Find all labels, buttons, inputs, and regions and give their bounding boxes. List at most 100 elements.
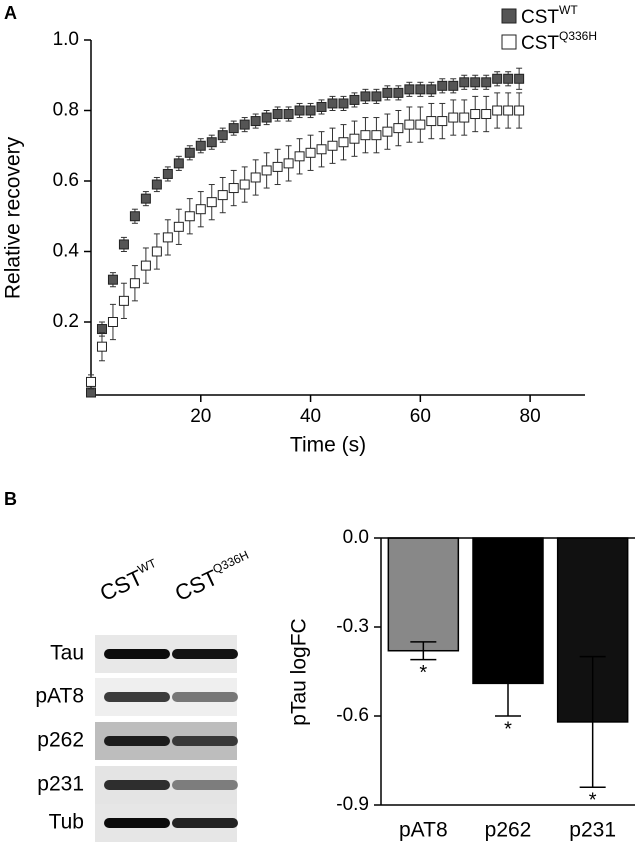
data-point — [173, 158, 184, 169]
y-tick-label: 0.0 — [343, 527, 369, 548]
y-tick-label: 0.2 — [53, 311, 79, 332]
data-point — [437, 116, 448, 127]
data-point — [470, 109, 481, 120]
blot-band — [172, 649, 238, 659]
data-point — [129, 278, 140, 289]
data-point — [448, 112, 459, 123]
blot-band — [104, 818, 170, 828]
data-point — [239, 179, 250, 190]
x-tick-label: 20 — [190, 406, 211, 427]
y-tick-label: 0.6 — [53, 170, 79, 191]
blot-band — [104, 649, 170, 659]
data-point — [140, 193, 151, 204]
blot-row-label: pAT8 — [35, 685, 84, 708]
data-point — [217, 130, 228, 141]
legend-entry: CSTWT — [521, 3, 578, 28]
data-point — [107, 274, 118, 285]
data-point — [481, 77, 492, 88]
label-superscript: Q336H — [211, 548, 251, 577]
data-point — [426, 116, 437, 127]
x-tick-label: 40 — [300, 406, 321, 427]
data-point — [151, 179, 162, 190]
blot-row-label: p262 — [37, 729, 84, 752]
blot-row-label: p231 — [37, 773, 84, 796]
blot-band — [172, 736, 238, 746]
blot-row-label: Tub — [49, 811, 84, 834]
data-point — [118, 295, 129, 306]
data-point — [162, 232, 173, 243]
label-superscript: WT — [559, 3, 578, 17]
data-point — [151, 246, 162, 257]
data-point — [250, 116, 261, 127]
label-superscript: WT — [136, 556, 159, 577]
data-point — [404, 84, 415, 95]
panel-label: B — [4, 489, 17, 509]
legend-marker — [501, 34, 517, 50]
blot-band — [104, 736, 170, 746]
blot-column-label: CSTWT — [96, 556, 164, 606]
data-point — [371, 91, 382, 102]
y-tick-label: 0.4 — [53, 241, 80, 262]
bar — [472, 537, 544, 685]
legend-marker — [501, 8, 517, 24]
data-point — [184, 147, 195, 158]
blot-column-label: CSTQ336H — [171, 548, 256, 606]
significance-label: * — [504, 718, 512, 740]
data-point — [96, 341, 107, 352]
data-point — [481, 109, 492, 120]
data-point — [184, 211, 195, 222]
data-point — [250, 172, 261, 183]
data-point — [415, 119, 426, 130]
data-point — [492, 105, 503, 116]
data-point — [459, 77, 470, 88]
data-point — [503, 73, 514, 84]
label-superscript: Q336H — [559, 29, 597, 43]
blot-row-label: Tau — [50, 642, 84, 665]
data-point — [228, 123, 239, 134]
x-tick-label: 60 — [410, 406, 431, 427]
data-point — [360, 91, 371, 102]
data-point — [206, 137, 217, 148]
data-point — [228, 183, 239, 194]
data-point — [492, 73, 503, 84]
blot-band — [172, 692, 238, 702]
label-base: CST — [521, 7, 559, 28]
x-tick-label: pAT8 — [399, 819, 448, 842]
data-point — [382, 126, 393, 137]
data-point — [349, 133, 360, 144]
data-point — [382, 87, 393, 98]
data-point — [173, 221, 184, 232]
data-point — [393, 87, 404, 98]
data-point — [316, 144, 327, 155]
bar — [387, 537, 460, 652]
data-point — [272, 109, 283, 120]
data-point — [448, 80, 459, 91]
data-point — [217, 190, 228, 201]
significance-label: * — [419, 662, 427, 684]
data-point — [459, 112, 470, 123]
data-point — [162, 168, 173, 179]
data-point — [129, 211, 140, 222]
data-point — [261, 165, 272, 176]
blot-band — [172, 780, 238, 790]
data-point — [327, 98, 338, 109]
data-point — [305, 147, 316, 158]
data-point — [118, 239, 129, 250]
significance-label: * — [589, 789, 597, 811]
data-point — [294, 105, 305, 116]
y-tick-label: -0.3 — [336, 616, 369, 637]
data-point — [239, 119, 250, 130]
y-tick-label: -0.6 — [336, 705, 369, 726]
data-point — [283, 109, 294, 120]
data-point — [86, 376, 96, 387]
data-point — [140, 260, 151, 271]
x-axis-label: Time (s) — [290, 434, 366, 457]
label-base: CST — [521, 33, 559, 54]
legend-entry: CSTQ336H — [521, 29, 597, 54]
x-tick-label: 80 — [520, 406, 541, 427]
data-point — [261, 112, 272, 123]
data-point — [107, 317, 118, 327]
blot-band — [104, 692, 170, 702]
data-point — [503, 105, 514, 116]
data-point — [338, 98, 349, 109]
